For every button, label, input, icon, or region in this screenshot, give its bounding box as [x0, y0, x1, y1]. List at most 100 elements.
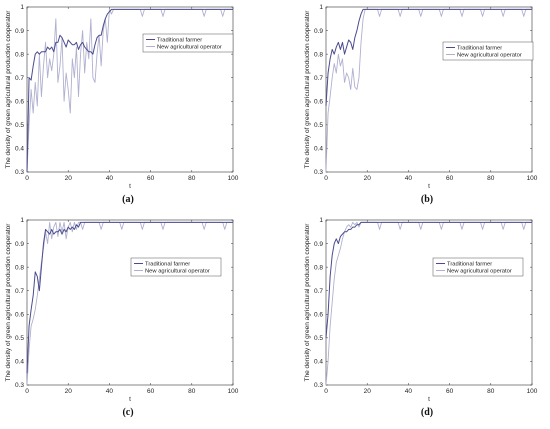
series-line-traditional-farmer: [26, 8, 233, 173]
y-tick-label: 0.6: [314, 98, 323, 105]
y-tick-label: 0.7: [314, 75, 323, 82]
legend-entry: New agricultural operator: [157, 45, 222, 51]
legend-entry: Traditional farmer: [457, 46, 502, 52]
y-tick-label: 1: [20, 217, 24, 224]
panel-label: (a): [122, 194, 134, 205]
y-tick-label: 0.6: [15, 311, 24, 318]
x-tick-label: 60: [446, 175, 454, 182]
y-tick-label: 0.9: [15, 241, 24, 248]
y-tick-label: 0.5: [15, 335, 24, 342]
x-tick-label: 80: [188, 175, 196, 182]
series-line-new-agricultural-operator: [325, 8, 532, 173]
plot-frame: [325, 6, 533, 173]
series-line-new-agricultural-operator: [26, 221, 233, 386]
x-tick-label: 0: [324, 388, 328, 395]
y-tick-label: 0.7: [15, 288, 24, 295]
x-tick-label: 0: [25, 388, 29, 395]
x-tick-label: 40: [106, 175, 114, 182]
y-tick-label: 0.8: [15, 264, 24, 271]
x-axis-label: t: [428, 396, 430, 403]
x-tick-label: 40: [106, 388, 114, 395]
series-line-new-agricultural-operator: [325, 221, 532, 386]
x-tick-label: 80: [487, 388, 495, 395]
y-tick-label: 0.3: [15, 382, 24, 389]
series-line-traditional-farmer: [325, 221, 532, 338]
legend-box: [432, 257, 524, 277]
y-axis-label: The density of green agricultural produc…: [304, 223, 311, 382]
y-tick-label: 1: [319, 4, 323, 11]
x-tick-label: 100: [527, 388, 538, 395]
legend-box: [142, 33, 234, 53]
plot-frame: [26, 219, 234, 386]
y-tick-label: 0.4: [15, 146, 24, 153]
series-line-traditional-farmer: [26, 221, 233, 374]
y-tick-label: 0.4: [15, 359, 24, 366]
legend-box: [130, 257, 222, 277]
y-tick-label: 0.3: [314, 382, 323, 389]
y-tick-label: 0.5: [314, 335, 323, 342]
y-axis-label: The density of green agricultural produc…: [5, 10, 12, 169]
y-tick-label: 0.9: [314, 28, 323, 35]
y-tick-label: 0.4: [314, 146, 323, 153]
panel-label: (b): [421, 194, 433, 205]
y-axis-label: The density of green agricultural produc…: [5, 223, 12, 382]
y-tick-label: 0.9: [314, 241, 323, 248]
x-tick-label: 60: [147, 388, 155, 395]
y-tick-label: 0.5: [314, 122, 323, 129]
y-tick-label: 0.7: [15, 75, 24, 82]
x-tick-label: 80: [487, 175, 495, 182]
x-axis-label: t: [129, 396, 131, 403]
y-tick-label: 0.7: [314, 288, 323, 295]
y-tick-label: 0.8: [314, 51, 323, 58]
y-tick-label: 1: [20, 4, 24, 11]
y-tick-label: 0.3: [15, 169, 24, 176]
y-tick-label: 0.6: [15, 98, 24, 105]
legend-entry: Traditional farmer: [157, 38, 202, 44]
x-tick-label: 40: [405, 388, 413, 395]
x-tick-label: 20: [65, 175, 73, 182]
x-axis-label: t: [129, 183, 131, 190]
x-tick-label: 100: [228, 175, 239, 182]
x-tick-label: 0: [324, 175, 328, 182]
x-tick-label: 20: [364, 388, 372, 395]
y-tick-label: 0.8: [314, 264, 323, 271]
plot-frame: [26, 6, 234, 173]
panel-label: (c): [122, 407, 133, 418]
x-tick-label: 0: [25, 175, 29, 182]
x-tick-label: 20: [364, 175, 372, 182]
x-tick-label: 100: [228, 388, 239, 395]
x-tick-label: 60: [147, 175, 155, 182]
y-tick-label: 0.5: [15, 122, 24, 129]
legend-entry: Traditional farmer: [447, 262, 492, 268]
x-tick-label: 100: [527, 175, 538, 182]
plot-frame: [325, 219, 533, 386]
series-line-traditional-farmer: [325, 8, 532, 107]
legend-entry: New agricultural operator: [145, 269, 210, 275]
x-tick-label: 60: [446, 388, 454, 395]
legend-entry: New agricultural operator: [457, 53, 522, 59]
x-tick-label: 20: [65, 388, 73, 395]
x-tick-label: 40: [405, 175, 413, 182]
chart-panel-1: 0 20 40 60 80 100 0.3 0.4 0.5 0.6 0.7 0.8 0.9 1 t The d…: [5, 4, 239, 205]
legend-entry: New agricultural operator: [447, 269, 512, 275]
y-axis-label: The density of green agricultural produc…: [304, 10, 311, 169]
y-tick-label: 0.9: [15, 28, 24, 35]
y-tick-label: 0.6: [314, 311, 323, 318]
chart-panel-4: 0 20 40 60 80 100 0.3 0.4 0.5 0.6 0.7 0.8 0.9 1 t The d…: [304, 217, 538, 418]
y-tick-label: 0.3: [314, 169, 323, 176]
y-tick-label: 1: [319, 217, 323, 224]
panel-label: (d): [421, 407, 433, 418]
y-tick-label: 0.4: [314, 359, 323, 366]
y-tick-label: 0.8: [15, 51, 24, 58]
x-axis-label: t: [428, 183, 430, 190]
x-tick-label: 80: [188, 388, 196, 395]
legend-box: [442, 41, 534, 61]
chart-panel-2: 0 20 40 60 80 100 0.3 0.4 0.5 0.6 0.7 0.8 0.9 1 t The d…: [304, 4, 538, 205]
legend-entry: Traditional farmer: [145, 262, 190, 268]
chart-panel-3: 0 20 40 60 80 100 0.3 0.4 0.5 0.6 0.7 0.8 0.9 1 t The d…: [5, 217, 239, 418]
